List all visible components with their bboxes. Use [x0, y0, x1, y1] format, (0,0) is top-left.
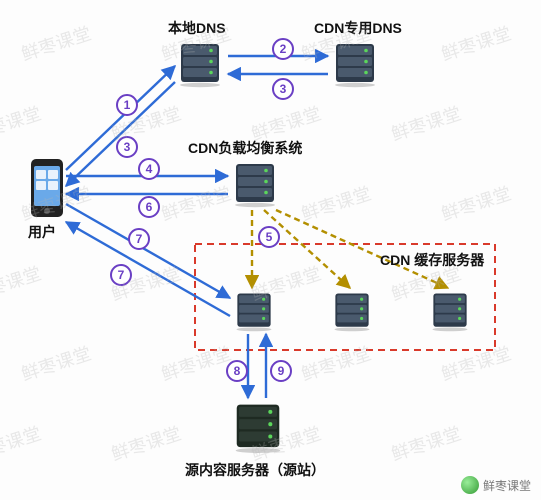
cache-server-2-icon — [330, 290, 374, 337]
user-phone-icon — [30, 158, 64, 223]
load-balancer-label: CDN负载均衡系统 — [188, 138, 302, 158]
step-badge-7: 7 — [110, 264, 132, 286]
footer-brand: 鲜枣课堂 — [461, 476, 531, 494]
step-badge-1: 1 — [116, 94, 138, 116]
brand-icon — [461, 476, 479, 494]
load-balancer-icon — [230, 160, 280, 213]
cdn-dns-icon — [330, 40, 380, 93]
step-badge-9: 9 — [270, 360, 292, 382]
step-badge-7: 7 — [128, 228, 150, 250]
cache-servers-label: CDN 缓存服务器 — [380, 250, 484, 270]
step-badge-3: 3 — [116, 136, 138, 158]
cache-server-1-icon — [232, 290, 276, 337]
step-badge-5: 5 — [258, 226, 280, 248]
local-dns-icon — [175, 40, 225, 93]
brand-text: 鲜枣课堂 — [483, 477, 531, 494]
origin-server-label: 源内容服务器（源站） — [185, 460, 325, 480]
step-badge-6: 6 — [138, 196, 160, 218]
local-dns-label: 本地DNS — [168, 18, 226, 38]
step-badge-4: 4 — [138, 158, 160, 180]
step-badge-3: 3 — [272, 78, 294, 100]
arrow-a5b — [264, 210, 350, 288]
origin-server-icon — [230, 400, 286, 459]
cache-server-3-icon — [428, 290, 472, 337]
arrow-a7a — [66, 204, 230, 298]
step-badge-8: 8 — [226, 360, 248, 382]
cdn-dns-label: CDN专用DNS — [314, 18, 402, 38]
user-label: 用户 — [28, 222, 56, 242]
step-badge-2: 2 — [272, 38, 294, 60]
arrow-a5c — [276, 210, 448, 288]
